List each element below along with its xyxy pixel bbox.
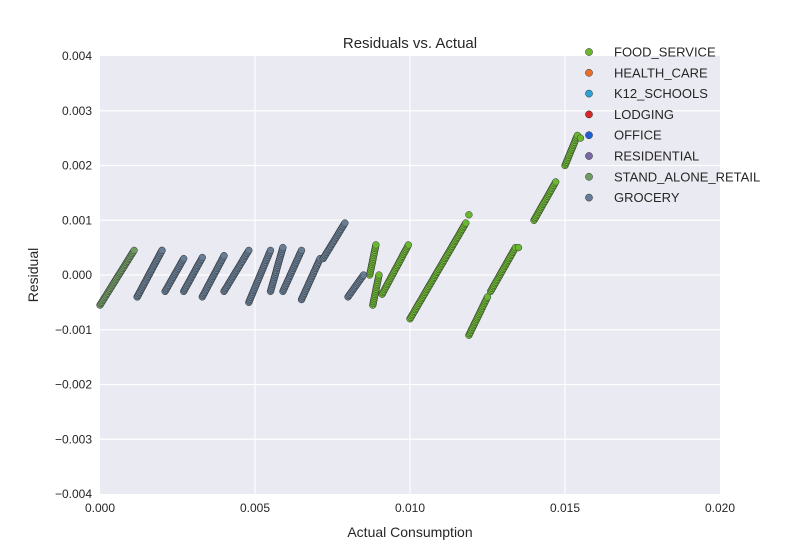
legend-item: GROCERY	[585, 190, 680, 205]
x-axis-label: Actual Consumption	[347, 524, 472, 540]
data-point	[552, 178, 560, 186]
y-tick-label: 0.004	[62, 49, 92, 63]
legend-marker	[585, 193, 593, 202]
legend-label: STAND_ALONE_RETAIL	[614, 169, 760, 184]
legend-item: OFFICE	[585, 128, 662, 143]
y-tick-label: −0.004	[55, 487, 92, 501]
data-point	[158, 246, 166, 255]
x-tick-label: 0.015	[550, 501, 580, 515]
data-point	[279, 243, 287, 252]
legend-label: GROCERY	[614, 190, 680, 205]
legend-label: K12_SCHOOLS	[614, 86, 708, 101]
data-point	[514, 243, 523, 252]
data-point	[180, 254, 188, 263]
legend-marker	[585, 172, 593, 181]
data-point	[465, 211, 473, 219]
data-point	[198, 253, 206, 262]
legend-marker	[585, 48, 593, 56]
series-food-service	[366, 131, 585, 339]
y-tick-label: −0.001	[55, 323, 92, 337]
x-tick-labels: 0.000 0.005 0.010 0.015 0.020	[85, 501, 735, 515]
y-tick-label: 0.003	[62, 104, 92, 118]
x-tick-label: 0.010	[395, 501, 425, 515]
chart-title: Residuals vs. Actual	[343, 35, 477, 52]
legend-item: RESIDENTIAL	[585, 149, 699, 164]
y-tick-label: −0.002	[55, 378, 92, 392]
data-point	[130, 246, 138, 255]
legend-label: OFFICE	[614, 128, 662, 143]
legend-item: FOOD_SERVICE	[585, 45, 716, 60]
data-points	[96, 131, 585, 339]
data-point	[359, 271, 368, 279]
data-point	[266, 246, 275, 255]
y-tick-label: −0.003	[55, 432, 92, 446]
data-point	[341, 219, 349, 227]
x-tick-label: 0.020	[705, 501, 735, 515]
data-point	[483, 293, 492, 301]
legend-item: K12_SCHOOLS	[585, 86, 708, 101]
data-point	[297, 246, 306, 255]
data-point	[576, 134, 585, 142]
x-tick-label: 0.000	[85, 501, 115, 515]
data-point	[404, 241, 413, 249]
y-tick-label: 0.000	[62, 268, 92, 282]
legend: FOOD_SERVICE HEALTH_CARE K12_SCHOOLS LODGIN…	[585, 45, 760, 205]
data-point	[220, 252, 228, 260]
series-grocery	[133, 219, 368, 307]
legend-marker	[585, 68, 593, 77]
y-tick-label: 0.002	[62, 159, 92, 173]
legend-item: HEALTH_CARE	[585, 65, 708, 80]
y-tick-label: 0.001	[62, 213, 92, 227]
y-axis-label: Residual	[25, 248, 41, 302]
data-point	[245, 246, 253, 255]
data-point	[372, 241, 380, 249]
x-tick-label: 0.005	[240, 501, 270, 515]
legend-label: FOOD_SERVICE	[614, 45, 716, 60]
legend-marker	[585, 131, 593, 140]
data-point	[375, 271, 383, 279]
data-point	[462, 219, 470, 227]
legend-marker	[585, 89, 593, 98]
legend-marker	[585, 152, 593, 160]
legend-item: LODGING	[585, 107, 674, 122]
legend-label: LODGING	[614, 107, 674, 122]
legend-label: HEALTH_CARE	[614, 65, 708, 80]
legend-label: RESIDENTIAL	[614, 149, 699, 164]
legend-marker	[585, 110, 593, 119]
legend-item: STAND_ALONE_RETAIL	[585, 169, 760, 184]
grid	[100, 56, 720, 494]
y-tick-labels: 0.004 0.003 0.002 0.001 0.000 −0.001 −0.002 −0.…	[55, 49, 92, 501]
